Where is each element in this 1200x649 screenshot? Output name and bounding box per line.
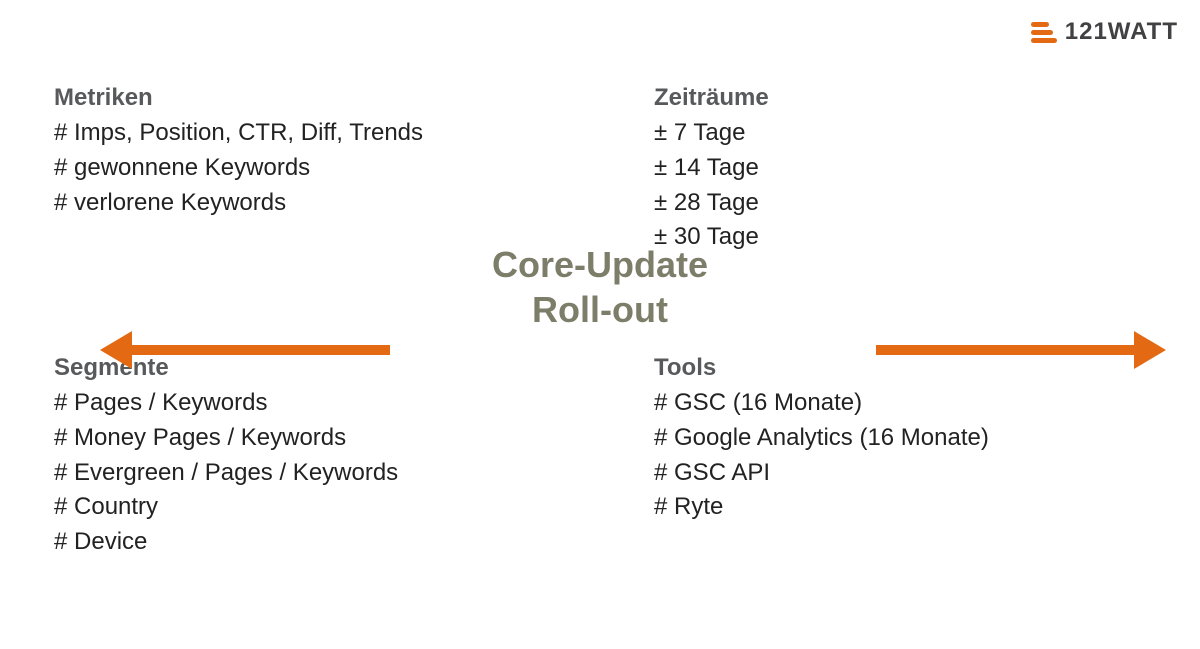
center-line-1: Core-Update [36, 242, 1164, 287]
segmente-item: # Device [54, 525, 574, 560]
brand-logo: 121WATT [1031, 18, 1178, 46]
arrow-left-icon [100, 329, 390, 371]
segmente-item: # Evergreen / Pages / Keywords [54, 456, 574, 491]
center-line-2: Roll-out [36, 287, 1164, 332]
logo-bar-1 [1031, 22, 1049, 27]
logo-bar-3 [1031, 38, 1057, 43]
segmente-item: # Pages / Keywords [54, 386, 574, 421]
metriken-item: # Imps, Position, CTR, Diff, Trends [54, 116, 574, 151]
tools-item: # Ryte [654, 490, 1174, 525]
logo-bars-icon [1031, 22, 1057, 43]
logo-bar-2 [1031, 30, 1053, 35]
segmente-item: # Country [54, 490, 574, 525]
center-label: Core-Update Roll-out [36, 242, 1164, 332]
arrow-right-icon [876, 329, 1166, 371]
metriken-item: # verlorene Keywords [54, 186, 574, 221]
tools-item: # GSC (16 Monate) [654, 386, 1174, 421]
tools-item: # Google Analytics (16 Monate) [654, 421, 1174, 456]
tools-item: # GSC API [654, 456, 1174, 491]
quadrant-zeitraeume: Zeiträume ± 7 Tage ± 14 Tage ± 28 Tage ±… [654, 84, 1174, 255]
metriken-title: Metriken [54, 84, 574, 112]
zeitraeume-item: ± 28 Tage [654, 186, 1174, 221]
logo-text: 121WATT [1065, 18, 1178, 46]
metriken-item: # gewonnene Keywords [54, 151, 574, 186]
zeitraeume-title: Zeiträume [654, 84, 1174, 112]
segmente-item: # Money Pages / Keywords [54, 421, 574, 456]
zeitraeume-item: ± 14 Tage [654, 151, 1174, 186]
zeitraeume-item: ± 7 Tage [654, 116, 1174, 151]
content-card: Metriken # Imps, Position, CTR, Diff, Tr… [36, 78, 1164, 639]
quadrant-metriken: Metriken # Imps, Position, CTR, Diff, Tr… [54, 84, 574, 220]
quadrant-segmente: Segmente # Pages / Keywords # Money Page… [54, 354, 574, 560]
quadrant-tools: Tools # GSC (16 Monate) # Google Analyti… [654, 354, 1174, 525]
slide: 121WATT Metriken # Imps, Position, CTR, … [0, 0, 1200, 649]
